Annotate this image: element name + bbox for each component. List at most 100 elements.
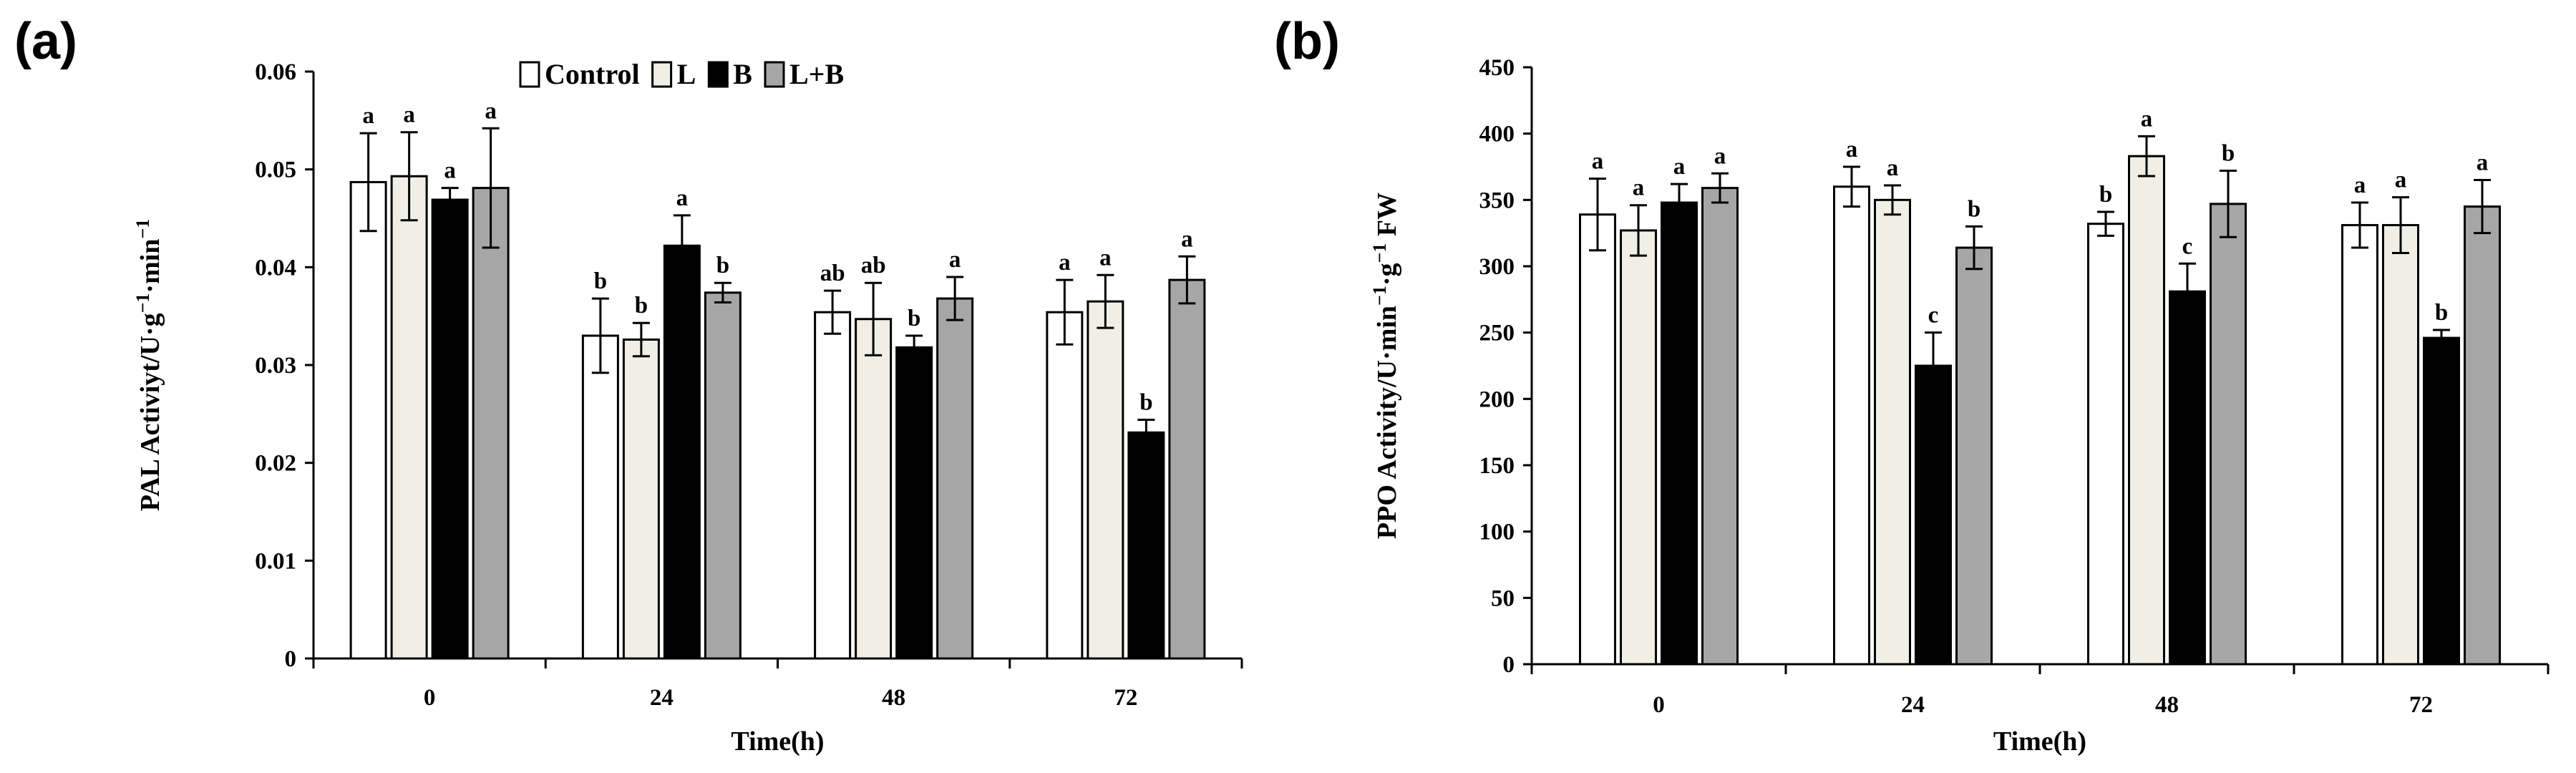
chart-a-bar-l (390, 175, 428, 660)
chart-b-y-tick-label: 450 (1479, 55, 1515, 81)
chart-a-bar-l (855, 318, 893, 660)
chart-b-y-tick-label: 100 (1479, 520, 1515, 545)
chart-a-bar-lplusb (1168, 278, 1206, 660)
chart-b-bar-b (2169, 290, 2206, 666)
chart-b-significance-label: b (2222, 141, 2235, 167)
chart-a-bar-b (431, 198, 469, 660)
chart-a-significance-label: a (403, 102, 415, 128)
chart-b-significance-label: a (1592, 149, 1604, 175)
chart-b-significance-label: a (1714, 143, 1726, 169)
legend-label-b: B (733, 58, 752, 90)
chart-a-significance-label: a (1059, 250, 1071, 276)
chart-b-significance-label: a (1673, 154, 1686, 180)
legend-swatch-control (519, 61, 540, 88)
chart-b-x-tick-label: 0 (1653, 692, 1665, 718)
chart-b-significance-label: b (1968, 196, 1980, 222)
chart-a-significance-label: a (949, 247, 961, 273)
chart-b-significance-label: a (1846, 137, 1858, 162)
chart-b-y-tick-label: 50 (1491, 585, 1515, 611)
chart-a-bar-control (814, 311, 852, 660)
chart-a-y-tick-label: 0.04 (255, 255, 296, 281)
chart-b-significance-label: c (1928, 303, 1939, 329)
chart-a-bar-b (895, 346, 933, 660)
chart-a-x-tick-label: 72 (1114, 685, 1137, 711)
chart-b-significance-label: a (1633, 175, 1645, 201)
chart-a-panel-label: (a) (14, 13, 77, 70)
chart-a-significance-label: a (1181, 226, 1193, 252)
chart-a-bar-l (622, 338, 660, 660)
chart-b-bar-lplusb (2210, 203, 2247, 666)
chart-a-y-tick-label: 0.01 (255, 548, 296, 574)
chart-a-bar-lplusb (936, 297, 974, 660)
legend-swatch-b (707, 61, 729, 88)
legend-swatch-lplusb (764, 61, 785, 88)
chart-b-bar-b (1661, 201, 1698, 666)
chart-a-significance-label: b (716, 253, 729, 278)
chart-a-significance-label: a (676, 185, 689, 211)
chart-a-x-tick-label: 48 (882, 685, 905, 711)
chart-a-x-tick-label: 24 (650, 685, 674, 711)
chart-b-x-tick-label: 24 (1901, 692, 1925, 718)
chart-b-bar-b (1915, 364, 1952, 666)
chart-b-y-tick-label: 250 (1479, 321, 1515, 346)
chart-a-bar-b (663, 244, 701, 660)
chart-b-significance-label: a (2477, 150, 2489, 176)
chart-b-bar-l (1620, 229, 1657, 666)
chart-b-y-tick-label: 400 (1479, 122, 1515, 147)
chart-a-bar-control (349, 180, 387, 660)
chart-b-x-tick-label: 48 (2155, 692, 2179, 718)
chart-b-significance-label: a (2141, 106, 2153, 132)
chart-b-significance-label: c (2182, 233, 2193, 259)
chart-b-y-tick-label: 0 (1503, 652, 1515, 678)
chart-b-significance-label: b (2435, 300, 2448, 326)
chart-a-significance-label: b (594, 268, 607, 294)
legend-label-control: Control (545, 58, 640, 90)
chart-b-bar-b (2423, 336, 2460, 666)
chart-a-significance-label: b (1139, 390, 1152, 416)
chart-b-bar-control (1579, 213, 1616, 666)
chart-b-bar-control (2341, 224, 2378, 666)
chart-a-y-tick-label: 0.02 (255, 451, 296, 477)
chart-b-significance-label: b (2099, 182, 2112, 208)
chart-b-y-tick-label: 300 (1479, 254, 1515, 280)
chart-b-panel-label: (b) (1274, 13, 1340, 70)
chart-b-y-tick-label: 150 (1479, 453, 1515, 479)
chart-b-y-tick-label: 350 (1479, 188, 1515, 213)
chart-a-bar-control (1046, 311, 1084, 660)
chart-b-bar-l (2128, 155, 2165, 666)
chart-a-significance-label: a (1099, 245, 1112, 271)
chart-a-bar-lplusb (472, 187, 510, 660)
chart-a-significance-label: ab (861, 253, 886, 278)
chart-b-significance-label: a (2395, 167, 2407, 193)
chart-a-bar-control (581, 334, 619, 660)
chart-b-bar-lplusb (1955, 246, 1993, 666)
chart-a-bar-l (1087, 300, 1124, 660)
legend-label-lplusb: L+B (789, 58, 844, 90)
chart-b-bar-control (1833, 185, 1870, 666)
chart-b-bar-l (2382, 224, 2419, 666)
legend-swatch-l (651, 61, 673, 88)
chart-b-bar-l (1874, 198, 1911, 666)
chart-b-x-tick-label: 72 (2409, 692, 2433, 718)
chart-b-significance-label: a (2354, 172, 2366, 198)
chart-b-y-axis-title: PPO Activity/U·min−1·g−1 FW (1369, 193, 1403, 539)
chart-a-bar-b (1127, 431, 1165, 660)
chart-a-y-tick-label: 0.06 (255, 59, 296, 85)
chart-b-y-tick-label: 200 (1479, 386, 1515, 412)
chart-a-y-tick-label: 0.03 (255, 353, 296, 379)
legend-label-l: L (677, 58, 696, 90)
chart-b-bar-lplusb (2464, 205, 2501, 666)
chart-a-y-axis-title: PAL Activiyt/U·g−1·min−1 (132, 219, 166, 512)
chart-a-significance-label: a (444, 158, 456, 184)
chart-a-y-tick-label: 0 (285, 646, 297, 672)
chart-b-x-axis-title: Time(h) (1993, 726, 2086, 757)
chart-a-bar-lplusb (704, 291, 742, 660)
chart-a-significance-label: b (908, 306, 920, 331)
chart-a-x-axis-title: Time(h) (731, 726, 824, 757)
chart-a-significance-label: a (362, 103, 374, 129)
chart-b-significance-label: a (1887, 155, 1899, 181)
chart-a-y-tick-label: 0.05 (255, 157, 296, 183)
chart-b-bar-control (2087, 223, 2124, 666)
chart-a-significance-label: b (635, 293, 648, 319)
